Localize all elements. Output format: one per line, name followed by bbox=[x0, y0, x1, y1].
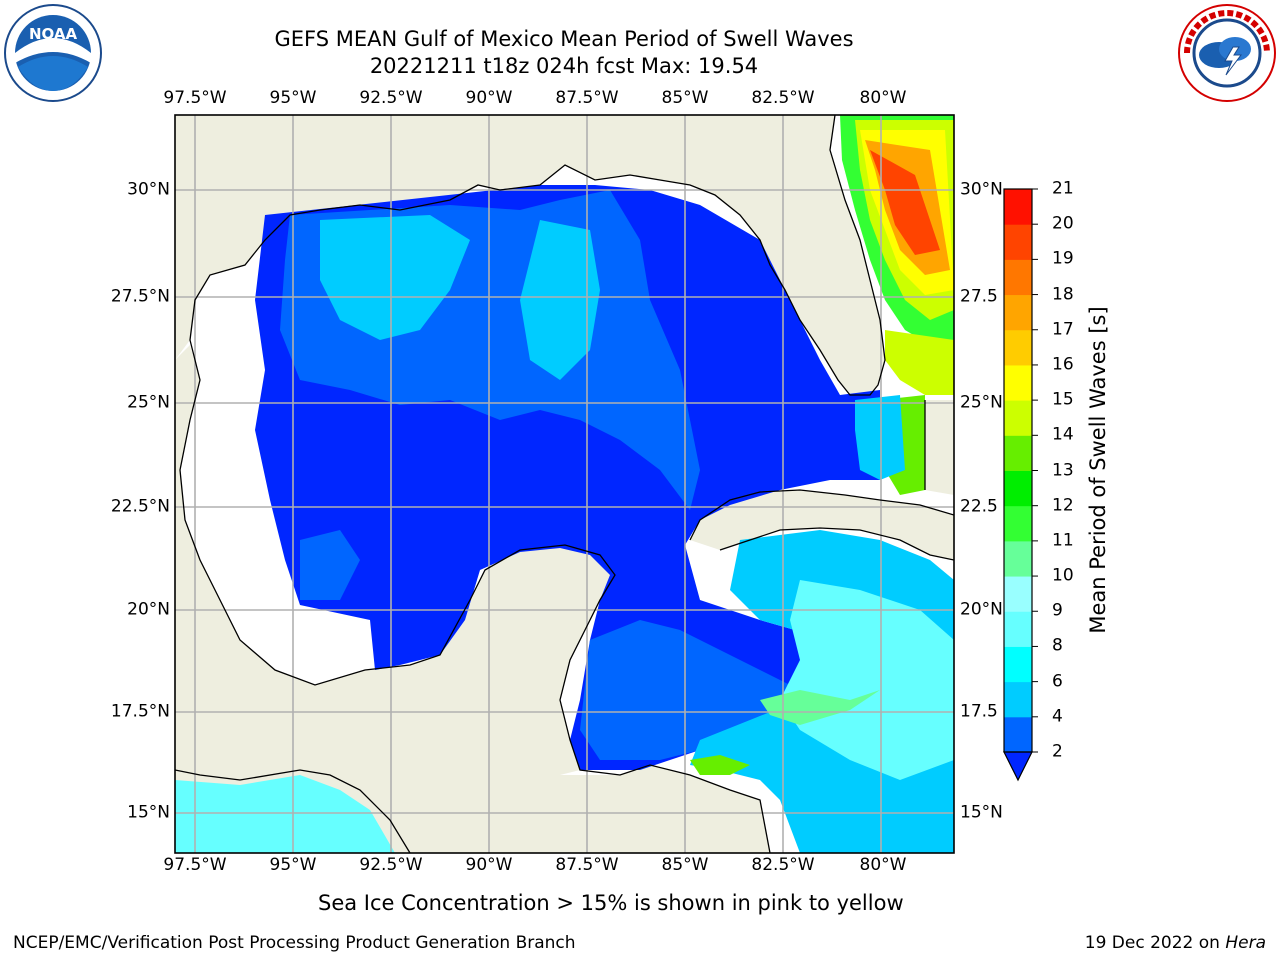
swell-cyan bbox=[320, 215, 470, 340]
lat-label-left: 15°N bbox=[127, 802, 170, 823]
colorbar-segment bbox=[1004, 576, 1032, 612]
colorbar-tick-label: 17 bbox=[1052, 319, 1074, 340]
lon-label-top: 82.5°W bbox=[751, 88, 815, 108]
lon-label-bottom: 90°W bbox=[465, 855, 513, 875]
colorbar-segment bbox=[1004, 435, 1032, 471]
colorbar-tick-label: 19 bbox=[1052, 248, 1074, 269]
colorbar-tick-label: 21 bbox=[1052, 178, 1074, 199]
colorbar-tick-label: 18 bbox=[1052, 284, 1074, 305]
colorbar-tick-label: 14 bbox=[1052, 424, 1074, 445]
footer-host: Hera bbox=[1225, 933, 1266, 953]
lat-label-left: 22.5°N bbox=[110, 496, 170, 517]
lat-label-right: 30°N bbox=[960, 179, 1003, 200]
lat-label-left: 25°N bbox=[127, 392, 170, 413]
lat-label-left: 30°N bbox=[127, 179, 170, 200]
lon-label-top: 92.5°W bbox=[359, 88, 423, 108]
colorbar-segment bbox=[1004, 505, 1032, 542]
colorbar-segment bbox=[1004, 364, 1032, 401]
colorbar-tick-label: 10 bbox=[1052, 565, 1074, 586]
footer-credit: NCEP/EMC/Verification Post Processing Pr… bbox=[13, 933, 576, 953]
colorbar-tick-label: 6 bbox=[1052, 671, 1063, 692]
lat-label-left: 27.5°N bbox=[110, 286, 170, 307]
lat-label-right: 22.5 bbox=[960, 496, 998, 517]
colorbar-tick-label: 13 bbox=[1052, 460, 1074, 480]
lat-label-left: 20°N bbox=[127, 599, 170, 620]
swell-green-band bbox=[760, 690, 880, 725]
lon-label-bottom: 92.5°W bbox=[359, 855, 423, 875]
lat-label-right: 20°N bbox=[960, 599, 1003, 620]
lon-label-top: 87.5°W bbox=[555, 88, 619, 108]
lon-label-bottom: 95°W bbox=[269, 855, 317, 875]
lon-label-bottom: 82.5°W bbox=[751, 855, 815, 875]
swell-cyan-2 bbox=[520, 220, 600, 380]
colorbar-tick-label: 8 bbox=[1052, 635, 1063, 656]
colorbar-tick-label: 9 bbox=[1052, 600, 1063, 621]
noaa-logo-text: NOAA bbox=[29, 25, 78, 43]
swell-green-band-2 bbox=[690, 755, 750, 775]
lon-label-bottom: 97.5°W bbox=[163, 855, 227, 875]
land-usa bbox=[175, 115, 885, 395]
colorbar-segment bbox=[1004, 540, 1032, 577]
colorbar-tick-label: 12 bbox=[1052, 495, 1074, 516]
lon-label-top: 95°W bbox=[269, 88, 317, 108]
colorbar-tick-label: 15 bbox=[1052, 389, 1074, 410]
colorbar-segment bbox=[1004, 716, 1032, 753]
colorbar-segment bbox=[1004, 189, 1032, 225]
colorbar-segment bbox=[1004, 400, 1032, 436]
colorbar-tick-label: 20 bbox=[1052, 213, 1074, 234]
map-subtitle: 20221211 t18z 024h fcst Max: 19.54 bbox=[369, 54, 759, 78]
lat-label-right: 27.5 bbox=[960, 286, 998, 307]
graticule bbox=[175, 115, 954, 853]
lon-label-bottom: 80°W bbox=[859, 855, 907, 875]
lon-label-top: 80°W bbox=[859, 88, 907, 108]
colorbar-tick-label: 4 bbox=[1052, 706, 1063, 727]
colorbar-tick-label: 16 bbox=[1052, 354, 1074, 375]
noaa-logo: NOAA bbox=[4, 4, 102, 102]
footer-date: 19 Dec 2022 on Hera bbox=[1085, 933, 1266, 953]
swell-medium-blue-3 bbox=[300, 530, 360, 600]
land-mexico bbox=[175, 345, 770, 853]
lon-label-top: 97.5°W bbox=[163, 88, 227, 108]
footer-date-text: 19 Dec 2022 on bbox=[1084, 933, 1226, 953]
swell-atlantic-yellow-3 bbox=[885, 330, 954, 395]
colorbar-segment bbox=[1004, 224, 1032, 260]
lat-label-right: 17.5 bbox=[960, 701, 998, 722]
colorbar-segment bbox=[1004, 611, 1032, 647]
map-frame bbox=[174, 114, 955, 854]
coastlines bbox=[175, 115, 954, 853]
lon-label-bottom: 87.5°W bbox=[555, 855, 619, 875]
sea-ice-note: Sea Ice Concentration > 15% is shown in … bbox=[318, 891, 904, 915]
colorbar-segment bbox=[1004, 259, 1032, 296]
lon-label-top: 90°W bbox=[465, 88, 513, 108]
colorbar bbox=[1003, 188, 1038, 782]
swell-keys-cyan bbox=[855, 395, 905, 480]
colorbar-segment bbox=[1004, 329, 1032, 366]
colorbar-segment bbox=[1004, 646, 1032, 683]
lon-label-bottom: 85°W bbox=[661, 855, 709, 875]
lat-label-right: 25°N bbox=[960, 392, 1003, 413]
colorbar-tick-label: 11 bbox=[1052, 530, 1074, 551]
colorbar-extend-min bbox=[1003, 751, 1033, 782]
lon-label-top: 85°W bbox=[661, 88, 709, 108]
colorbar-segment bbox=[1004, 681, 1032, 718]
swell-cyan-4 bbox=[175, 775, 395, 853]
land-east bbox=[925, 400, 954, 495]
lat-label-left: 17.5°N bbox=[110, 701, 170, 722]
colorbar-segment bbox=[1004, 294, 1032, 331]
nws-logo bbox=[1178, 4, 1276, 102]
colorbar-segment bbox=[1004, 470, 1032, 507]
swell-light-cyan bbox=[780, 580, 954, 780]
colorbar-tick-label: 2 bbox=[1052, 741, 1063, 762]
lat-label-right: 15°N bbox=[960, 802, 1003, 823]
colorbar-label: Mean Period of Swell Waves [s] bbox=[1086, 306, 1110, 634]
map-title: GEFS MEAN Gulf of Mexico Mean Period of … bbox=[274, 27, 854, 51]
swell-atlantic-red bbox=[870, 150, 940, 255]
